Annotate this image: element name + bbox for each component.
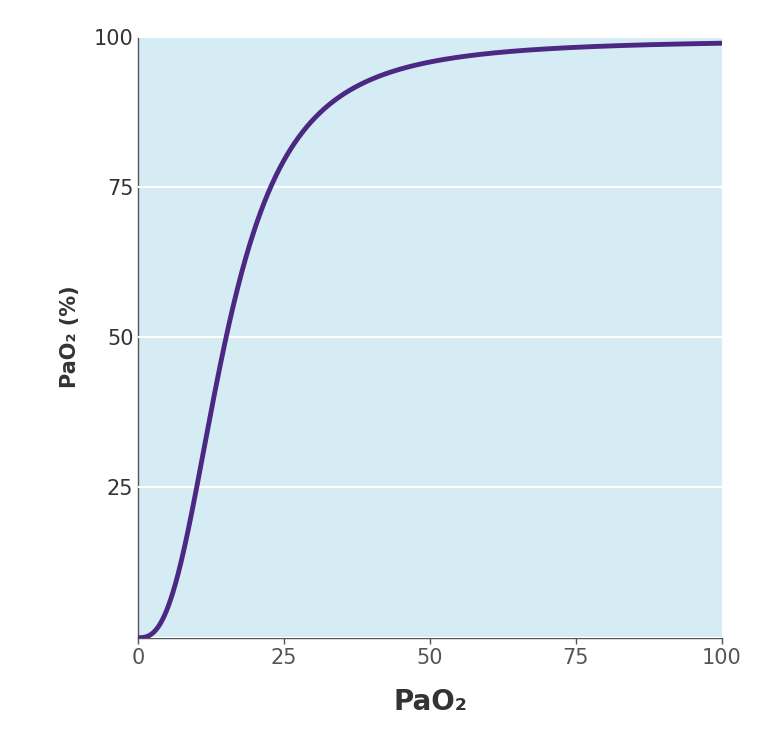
Y-axis label: PaO₂ (%): PaO₂ (%) <box>60 286 80 388</box>
X-axis label: PaO₂: PaO₂ <box>393 688 467 715</box>
